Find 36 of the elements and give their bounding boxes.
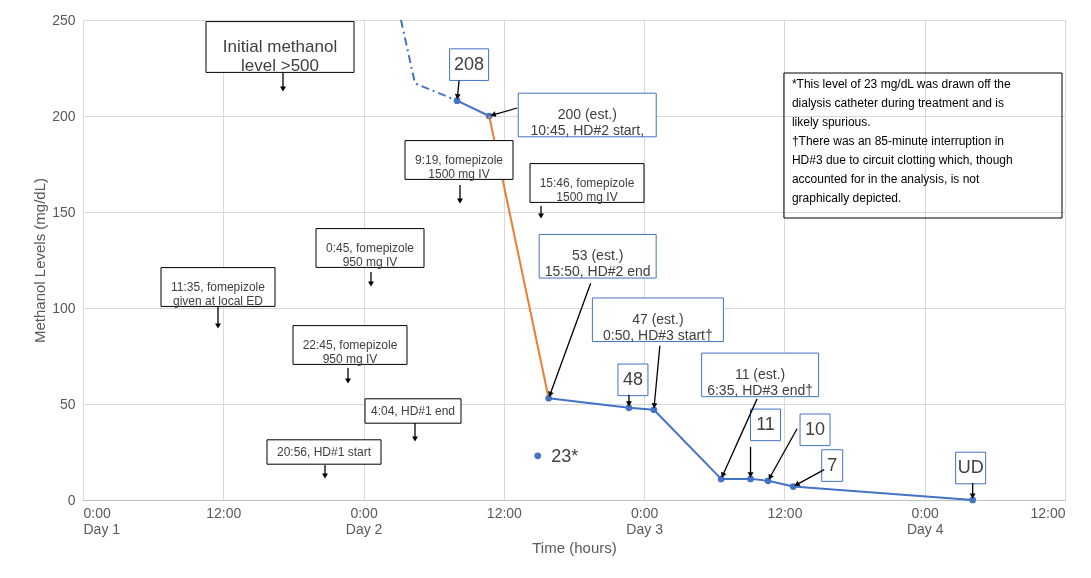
y-tick-label: 200: [52, 107, 76, 124]
annotation: 4:04, HD#1 end: [370, 404, 456, 418]
annotation: 7: [827, 454, 838, 475]
x-tick-label: 0:00 Day 2: [345, 504, 383, 537]
y-tick-label: 0: [67, 491, 76, 508]
annotation: 11:35, fomepizole given at local ED: [171, 280, 266, 308]
annotation: 22:45, fomepizole 950 mg IV: [302, 338, 398, 366]
annotation: 15:46, fomepizole 1500 mg IV: [539, 176, 635, 204]
x-tick-label: 12:00: [206, 504, 242, 521]
x-axis-title: Time (hours): [532, 538, 617, 556]
x-tick-label: 12:00: [767, 504, 803, 521]
x-tick-label: 12:00: [486, 504, 523, 521]
annotation: 23*: [551, 445, 579, 466]
x-tick-label: 0:00 Day 3: [626, 504, 664, 537]
y-tick-label: 250: [52, 11, 76, 28]
annotation: 208: [454, 53, 485, 74]
annotation: UD: [957, 457, 984, 477]
y-axis-title: Methanol Levels (mg/dL): [31, 177, 49, 344]
annotation: 10: [805, 418, 826, 439]
annotation: 0:45, fomepizole 950 mg IV: [325, 241, 415, 269]
annotation: 200 (est.) 10:45, HD#2 start,: [530, 106, 645, 138]
annotation: 9:19, fomepizole 1500 mg IV: [414, 153, 504, 181]
annotation: *This level of 23 mg/dL was drawn off the dialysis catheter during treatment and is likely spurious. †There was an 85-minute interruption in HD#3 due to circuit clotting which, though accounted for in the analysis, is not graphically depicted.: [791, 77, 1013, 205]
x-tick-label: 12:00: [1030, 504, 1066, 521]
annotation: Initial methanol level >500: [222, 37, 338, 75]
x-tick-label: 0:00 Day 1: [83, 504, 121, 537]
annotation: 11: [756, 413, 775, 434]
y-tick-label: 100: [52, 299, 76, 316]
annotation: 47 (est.) 0:50, HD#3 start†: [603, 310, 713, 343]
annotation: 11 (est.) 6:35, HD#3 end†: [707, 365, 814, 398]
annotation: 53 (est.) 15:50, HD#2 end: [544, 247, 651, 280]
x-tick-label: 0:00 Day 4: [906, 504, 944, 537]
y-tick-label: 50: [59, 395, 76, 412]
y-tick-label: 150: [52, 203, 76, 220]
annotation: 48: [622, 368, 643, 389]
annotation: 20:56, HD#1 start: [276, 445, 372, 459]
